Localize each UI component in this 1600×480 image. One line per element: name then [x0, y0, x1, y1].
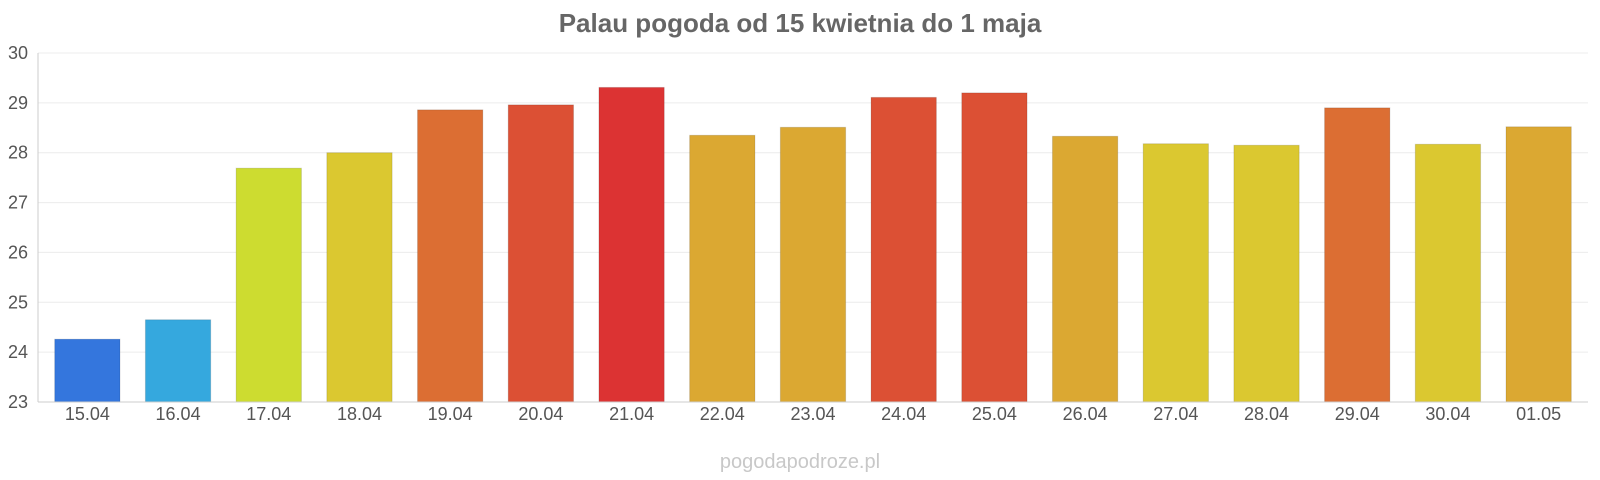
x-tick-label: 30.04 [1425, 404, 1470, 424]
x-tick-label: 24.04 [881, 404, 926, 424]
bar-25.04 [961, 92, 1028, 403]
y-tick-label: 25 [8, 292, 28, 312]
x-tick-label: 29.04 [1335, 404, 1380, 424]
bar-30.04 [1414, 143, 1482, 403]
y-tick-label: 29 [8, 93, 28, 113]
bar-23.04 [779, 126, 847, 403]
x-tick-label: 17.04 [246, 404, 291, 424]
x-tick-label: 18.04 [337, 404, 382, 424]
x-tick-label: 01.05 [1516, 404, 1561, 424]
x-axis: 15.04 16.04 17.04 18.04 19.04 20.04 21.04 22.04… [38, 401, 1588, 424]
x-tick-label: 16.04 [156, 404, 201, 424]
source-watermark: pogodapodroze.pl [720, 451, 880, 473]
x-tick-label: 15.04 [65, 404, 110, 424]
bar-22.04 [689, 134, 756, 403]
bars [54, 86, 1572, 403]
bar-29.04 [1324, 107, 1391, 403]
y-tick-label: 24 [8, 342, 28, 362]
x-tick-label: 28.04 [1244, 404, 1289, 424]
bar-01.05 [1505, 126, 1572, 403]
bar-18.04 [326, 152, 393, 403]
y-tick-label: 26 [8, 242, 28, 262]
bar-27.04 [1142, 143, 1209, 403]
y-tick-label: 28 [8, 143, 28, 163]
x-tick-label: 23.04 [790, 404, 835, 424]
bar-26.04 [1051, 135, 1119, 403]
bar-19.04 [417, 109, 484, 403]
x-tick-label: 27.04 [1153, 404, 1198, 424]
bar-28.04 [1233, 144, 1300, 403]
y-axis: 23 24 25 26 27 28 29 30 [8, 43, 39, 412]
bar-15.04 [54, 338, 121, 403]
bar-24.04 [870, 96, 937, 403]
bar-20.04 [507, 104, 575, 403]
y-tick-label: 27 [8, 193, 28, 213]
bar-16.04 [144, 319, 212, 403]
x-tick-label: 21.04 [609, 404, 654, 424]
chart-title: Palau pogoda od 15 kwietnia do 1 maja [559, 8, 1042, 38]
x-tick-label: 25.04 [972, 404, 1017, 424]
y-tick-label: 23 [8, 392, 28, 412]
x-tick-label: 20.04 [518, 404, 563, 424]
bar-21.04 [598, 86, 665, 403]
bar-17.04 [235, 167, 302, 403]
x-tick-label: 26.04 [1063, 404, 1108, 424]
x-tick-label: 19.04 [428, 404, 473, 424]
x-tick-label: 22.04 [700, 404, 745, 424]
y-tick-label: 30 [8, 43, 28, 63]
